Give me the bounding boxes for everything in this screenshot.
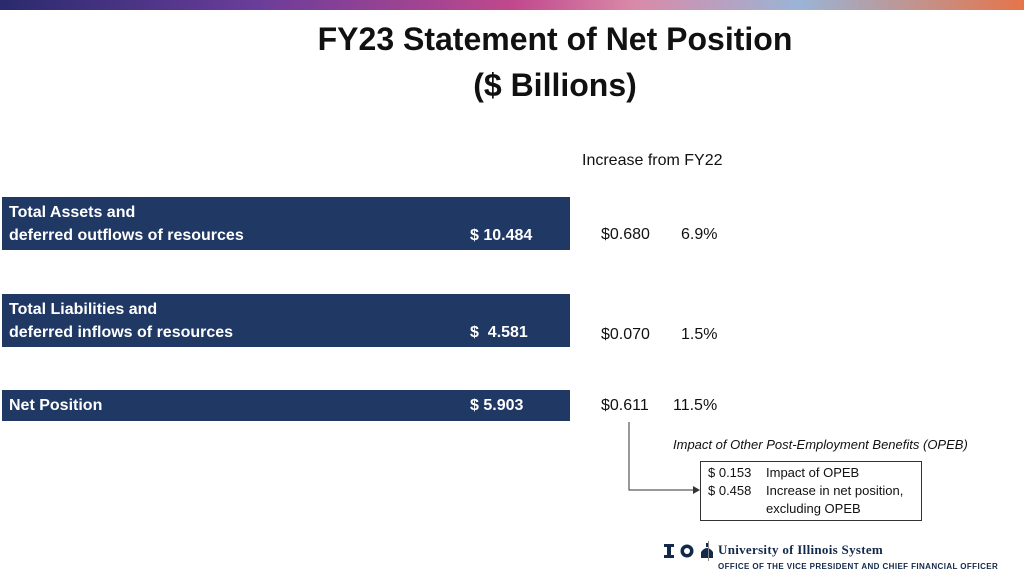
slide-title: FY23 Statement of Net Position ($ Billio… <box>200 16 910 108</box>
row-label-line1: Total Assets and <box>9 204 136 221</box>
row-label-line2: deferred outflows of resources <box>9 227 244 244</box>
top-gradient-bar <box>0 0 1024 10</box>
row-value: $ 4.581 <box>470 324 528 341</box>
university-logo-text: University of Illinois System <box>718 542 884 557</box>
opeb-line-2: $ 0.458 Increase in net position, <box>708 482 903 500</box>
row-total-liabilities: Total Liabilities and deferred inflows o… <box>2 294 570 347</box>
increase-header: Increase from FY22 <box>582 152 723 169</box>
title-line-2: ($ Billions) <box>473 67 637 103</box>
title-line-1: FY23 Statement of Net Position <box>317 21 793 57</box>
increase-percent: 1.5% <box>681 326 718 343</box>
footer-subtitle: OFFICE OF THE VICE PRESIDENT AND CHIEF F… <box>718 562 999 571</box>
opeb-amount: $ 0.153 <box>708 465 752 480</box>
row-net-position: Net Position $ 5.903 <box>2 390 570 421</box>
increase-amount: $0.070 <box>601 326 650 343</box>
opeb-box: $ 0.153 Impact of OPEB $ 0.458 Increase in… <box>700 461 922 521</box>
increase-amount: $0.611 <box>601 397 649 414</box>
dome-icon <box>701 543 713 558</box>
footer-campus-icons <box>664 542 714 560</box>
increase-amount: $0.680 <box>601 226 650 243</box>
increase-percent: 6.9% <box>681 226 718 243</box>
row-label: Net Position <box>9 397 103 414</box>
row-value: $ 10.484 <box>470 227 533 244</box>
uic-circle-icon <box>680 544 694 558</box>
row-total-assets: Total Assets and deferred outflows of re… <box>2 197 570 250</box>
row-label-line1: Total Liabilities and <box>9 301 158 318</box>
opeb-text: Impact of OPEB <box>766 465 860 480</box>
opeb-line-1: $ 0.153 Impact of OPEB <box>708 464 859 482</box>
opeb-title: Impact of Other Post-Employment Benefits… <box>673 437 968 452</box>
opeb-text: Increase in net position, <box>766 483 904 498</box>
increase-percent: 11.5% <box>673 397 718 414</box>
row-value: $ 5.903 <box>470 397 524 414</box>
opeb-line-3: excluding OPEB <box>766 501 861 516</box>
footer-divider <box>708 541 709 561</box>
illinois-i-icon <box>664 544 674 558</box>
opeb-amount: $ 0.458 <box>708 483 752 498</box>
row-label-line2: deferred inflows of resources <box>9 324 234 341</box>
